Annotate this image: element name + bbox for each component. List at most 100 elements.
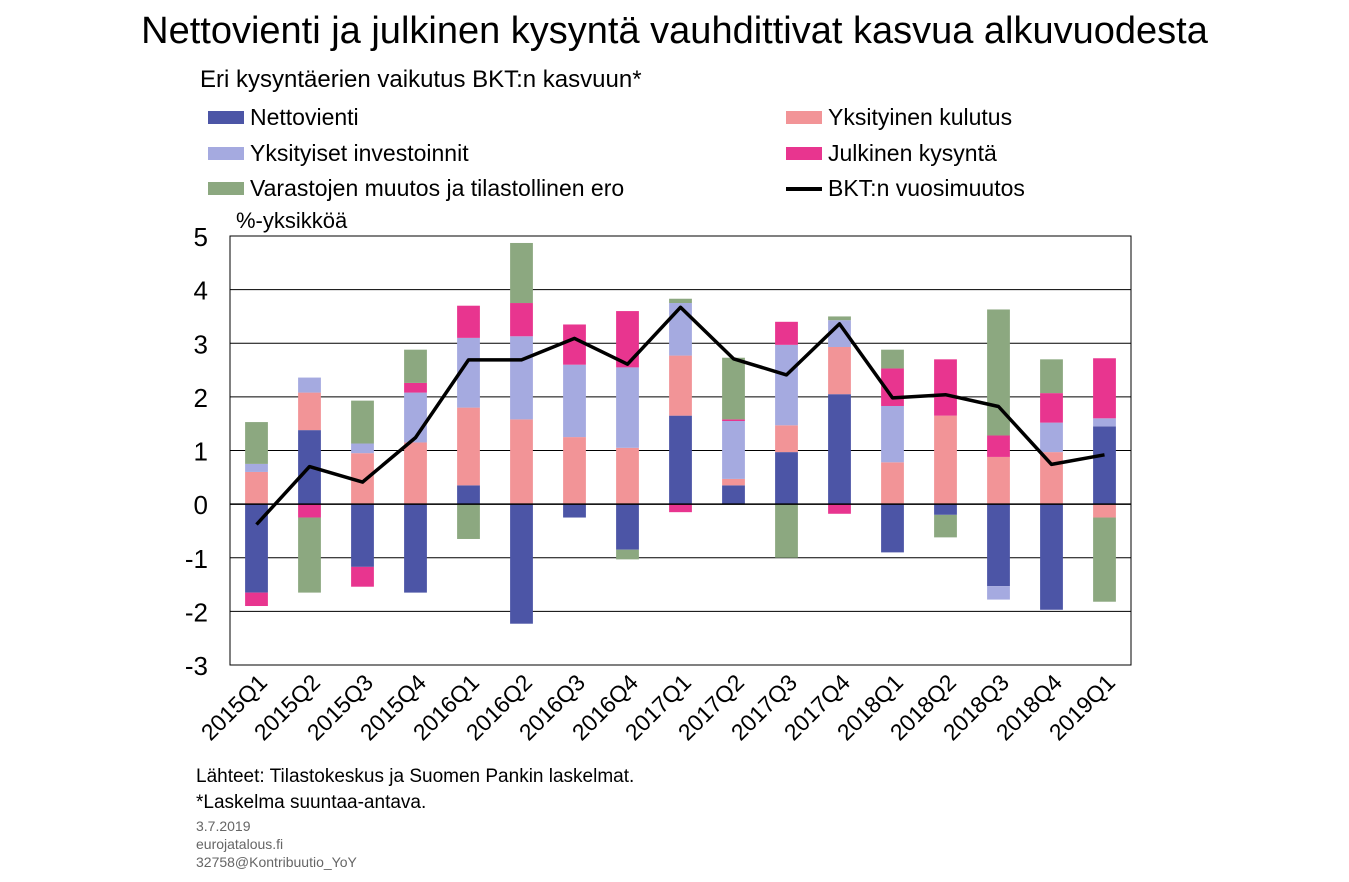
bar-segment — [1040, 393, 1063, 423]
bar-segment — [881, 462, 904, 505]
bar-segment — [510, 242, 533, 304]
chart-id-label: 32758@Kontribuutio_YoY — [196, 854, 357, 870]
bar-segment — [563, 437, 586, 505]
bar-segment — [510, 419, 533, 505]
footnote: *Laskelma suuntaa-antava. — [196, 792, 427, 813]
legend-line-swatch — [786, 186, 822, 191]
bar-segment — [775, 504, 798, 558]
bar-segment — [828, 394, 851, 505]
y-axis-unit-label: %-yksikköä — [236, 208, 348, 233]
bar-segment — [1040, 359, 1063, 394]
y-tick-label: 0 — [194, 490, 208, 520]
gdp-line — [255, 305, 1105, 526]
legend-swatch — [208, 111, 244, 124]
y-tick-label: -1 — [185, 544, 208, 574]
y-tick-label: 4 — [194, 276, 208, 306]
bar-segment — [987, 504, 1010, 587]
bar-segment — [457, 485, 480, 505]
bar-segment — [1093, 426, 1116, 505]
bar-segment — [987, 456, 1010, 505]
y-tick-label: 5 — [194, 222, 208, 252]
bar-segment — [1093, 418, 1116, 427]
bar-segment — [669, 303, 692, 356]
bar-segment — [298, 377, 321, 393]
bar-segment — [1040, 422, 1063, 453]
bar-segment — [457, 305, 480, 338]
legend-swatch — [786, 111, 822, 124]
bar-segment — [775, 321, 798, 345]
bar-segment — [510, 504, 533, 624]
bar-segment — [563, 324, 586, 365]
legend-swatch — [208, 182, 244, 195]
y-tick-label: 2 — [194, 383, 208, 413]
bar-segment — [722, 478, 745, 486]
legend-swatch — [208, 147, 244, 160]
legend-item-yksityiset-investoinnit: Yksityiset investoinnit — [208, 140, 469, 167]
bar-segment — [245, 463, 268, 472]
bar-segment — [881, 504, 904, 553]
bar-segment — [245, 504, 268, 593]
bar-segment — [351, 443, 374, 454]
bar-segment — [457, 504, 480, 539]
legend-item-yksityinen-kulutus: Yksityinen kulutus — [786, 104, 1012, 131]
bar-segment — [722, 485, 745, 505]
bar-segment — [881, 405, 904, 463]
legend-item-bkt-vuosimuutos: BKT:n vuosimuutos — [786, 175, 1025, 202]
bar-segment — [669, 504, 692, 513]
bar-segment — [563, 364, 586, 438]
bar-segment — [722, 357, 745, 420]
bar-segment — [1093, 504, 1116, 518]
source-note: Lähteet: Tilastokeskus ja Suomen Pankin … — [196, 766, 635, 787]
bar-segment — [404, 504, 427, 593]
bar-segment — [351, 566, 374, 587]
bar-segment — [563, 504, 586, 518]
bar-segment — [616, 549, 639, 560]
bar-segment — [934, 359, 957, 416]
bar-segment — [987, 435, 1010, 457]
bar-segment — [245, 592, 268, 607]
bar-segment — [510, 303, 533, 337]
bar-segment — [245, 471, 268, 505]
bar-segment — [404, 442, 427, 505]
bar-segment — [298, 392, 321, 431]
y-tick-label: 3 — [194, 329, 208, 359]
date-label: 3.7.2019 — [196, 818, 251, 834]
bar-segment — [404, 349, 427, 383]
bar-segment — [1040, 452, 1063, 505]
bar-segment — [828, 320, 851, 348]
bar-segment — [404, 382, 427, 393]
bar-segment — [669, 355, 692, 416]
y-tick-label: -2 — [185, 597, 208, 627]
legend-item-nettovienti: Nettovienti — [208, 104, 359, 131]
bar-segment — [828, 316, 851, 321]
bar-segment — [881, 349, 904, 369]
bar-segment — [669, 298, 692, 304]
bar-segment — [775, 425, 798, 453]
bar-segment — [934, 504, 957, 515]
legend-label: Yksityinen kulutus — [828, 104, 1013, 130]
bar-segment — [1093, 358, 1116, 419]
bar-segment — [616, 504, 639, 550]
bar-segment — [828, 504, 851, 514]
bar-segment — [722, 421, 745, 479]
bar-segment — [1093, 517, 1116, 602]
bar-segment — [934, 514, 957, 538]
legend-label: Nettovienti — [250, 104, 359, 130]
bar-segment — [351, 504, 374, 567]
chart-title: Nettovienti ja julkinen kysyntä vauhditt… — [141, 10, 1208, 52]
bar-segment — [616, 311, 639, 368]
bar-segment — [1040, 504, 1063, 610]
bar-segment — [616, 367, 639, 448]
bar-segment — [934, 415, 957, 505]
legend-item-varastojen-muutos: Varastojen muutos ja tilastollinen ero — [208, 175, 624, 202]
bar-segment — [457, 337, 480, 408]
bar-segment — [298, 504, 321, 518]
y-tick-label: -3 — [185, 651, 208, 681]
legend-label: Julkinen kysyntä — [828, 140, 997, 166]
site-label: eurojatalous.fi — [196, 836, 284, 852]
bar-segment — [351, 453, 374, 505]
bar-segment — [298, 517, 321, 593]
bar-segment — [616, 447, 639, 505]
y-tick-label: 1 — [194, 437, 208, 467]
